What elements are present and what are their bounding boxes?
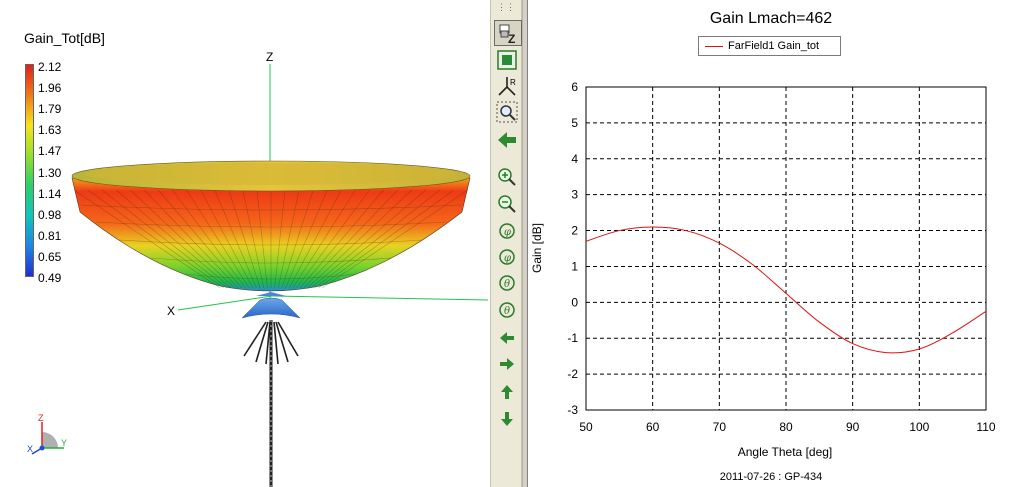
pan-up-icon: [501, 385, 513, 399]
colorbar-label: 0.65: [38, 249, 62, 264]
svg-text:φ: φ: [504, 253, 511, 264]
colorbar-label: 1.14: [38, 186, 62, 201]
rotate-theta-down-icon: θ: [499, 275, 515, 291]
colorbar-label: 1.96: [38, 81, 62, 96]
colorbar-label: 0.49: [38, 271, 62, 285]
y-axis-line: [271, 295, 489, 301]
bowl-inner-rim: [85, 163, 457, 185]
zoom-window-button[interactable]: [494, 100, 520, 124]
rotate-phi-right-icon: φ: [499, 249, 515, 265]
rotate-phi-left-button[interactable]: φ: [494, 219, 520, 243]
y-tick-label: 3: [571, 188, 578, 202]
axis-triad-button[interactable]: R: [494, 74, 520, 98]
zoom-out-button[interactable]: [494, 192, 520, 216]
arrow-back-icon: [498, 132, 516, 148]
zoom-in-button[interactable]: [494, 165, 520, 189]
3d-viewer[interactable]: Gain_Tot[dB] 2.12 1.96 1.79 1.63 1.47 1.30 1.1…: [0, 0, 490, 487]
series-line: [585, 226, 987, 354]
rotate-phi-left-icon: φ: [499, 223, 515, 239]
x-axis-line: [177, 295, 273, 311]
lock-z-view-button[interactable]: Z: [494, 20, 522, 46]
zoom-out-icon: [498, 195, 516, 213]
pan-down-icon: [501, 412, 513, 426]
triad-x-label: X: [27, 444, 33, 454]
chart-legend: FarField1 Gain_tot: [698, 36, 841, 56]
farfield-3d-scene[interactable]: Z X Z Y X: [0, 0, 490, 487]
x-tick-label: 100: [909, 420, 929, 434]
y-tick-label: -1: [567, 331, 578, 345]
y-tick-label: -3: [567, 403, 578, 417]
x-axis-label: X: [167, 304, 175, 318]
x-tick-label: 60: [646, 420, 660, 434]
fit-view-icon: [497, 50, 517, 70]
y-axis-label: Gain [dB]: [530, 223, 544, 273]
x-tick-label: 110: [976, 420, 995, 434]
viewer-toolbar: ⋮⋮ Z R φ φ θ θ: [490, 0, 522, 487]
pan-up-button[interactable]: [494, 380, 520, 404]
orientation-triad: Z Y X: [27, 413, 67, 455]
colorbar-title: Gain_Tot[dB]: [24, 30, 105, 46]
pan-right-icon: [500, 358, 514, 370]
y-tick-label: 1: [571, 259, 578, 273]
y-tick-label: -2: [567, 367, 578, 381]
triad-y-label: Y: [61, 438, 67, 448]
lower-cone: [241, 297, 301, 319]
antenna-radials: [243, 321, 299, 365]
mesh-grid: [73, 189, 469, 289]
y-tick-label: 5: [571, 116, 578, 130]
colorbar: [25, 64, 34, 277]
gain-chart: 50 60 70 80 90 100 110 -3 -2 -1 0 1 2 3 4 5 6 Angle Thet…: [530, 80, 996, 459]
gain-plot-panel: Gain Lmach=462 FarField1 Gain_tot 50 60 70…: [527, 0, 1013, 487]
radiation-pattern-bowl: [71, 177, 471, 292]
triad-icon: R: [498, 77, 516, 96]
x-axis-label: Angle Theta [deg]: [738, 445, 833, 459]
colorbar-label: 1.63: [38, 123, 62, 138]
legend-swatch: [705, 45, 723, 47]
z-axis-label: Z: [266, 50, 273, 64]
colorbar-label: 0.81: [38, 228, 62, 243]
y-tick-label: 6: [571, 80, 578, 94]
chart-footer: 2011-07-26 : GP-434: [719, 471, 823, 483]
legend-label: FarField1 Gain_tot: [728, 40, 820, 52]
back-button[interactable]: [494, 128, 520, 152]
x-tick-label: 70: [713, 420, 727, 434]
lock-z-icon: Z: [499, 24, 515, 44]
svg-text:θ: θ: [504, 306, 510, 317]
y-tick-label: 4: [571, 152, 578, 166]
svg-text:θ: θ: [504, 279, 510, 290]
pan-left-button[interactable]: [494, 326, 520, 350]
x-tick-label: 90: [846, 420, 860, 434]
y-tick-label: 2: [571, 224, 578, 238]
rotate-phi-right-button[interactable]: φ: [494, 245, 520, 269]
colorbar-label: 0.98: [38, 207, 62, 222]
pan-left-icon: [500, 332, 514, 344]
svg-text:φ: φ: [504, 227, 511, 238]
pane-splitter[interactable]: [522, 0, 528, 487]
rotate-theta-down-button[interactable]: θ: [494, 271, 520, 295]
colorbar-label: 1.30: [38, 165, 62, 180]
zoom-in-icon: [498, 168, 516, 186]
x-tick-label: 50: [579, 420, 593, 434]
rotate-theta-up-icon: θ: [499, 302, 515, 318]
svg-text:R: R: [510, 78, 516, 87]
toolbar-grip: ⋮⋮: [497, 2, 515, 12]
colorbar-label: 2.12: [38, 60, 62, 74]
triad-z-label: Z: [38, 413, 44, 423]
svg-text:Z: Z: [508, 32, 515, 44]
upper-cone: [256, 292, 286, 296]
x-tick-label: 80: [779, 420, 793, 434]
rotate-theta-up-button[interactable]: θ: [494, 298, 520, 322]
pan-right-button[interactable]: [494, 352, 520, 376]
colorbar-label: 1.47: [38, 144, 62, 159]
fit-view-button[interactable]: [494, 48, 520, 72]
y-tick-label: 0: [571, 295, 578, 309]
chart-title: Gain Lmach=462: [709, 10, 833, 27]
pan-down-button[interactable]: [494, 407, 520, 431]
zoom-window-icon: [496, 101, 518, 123]
colorbar-label: 1.79: [38, 102, 62, 117]
